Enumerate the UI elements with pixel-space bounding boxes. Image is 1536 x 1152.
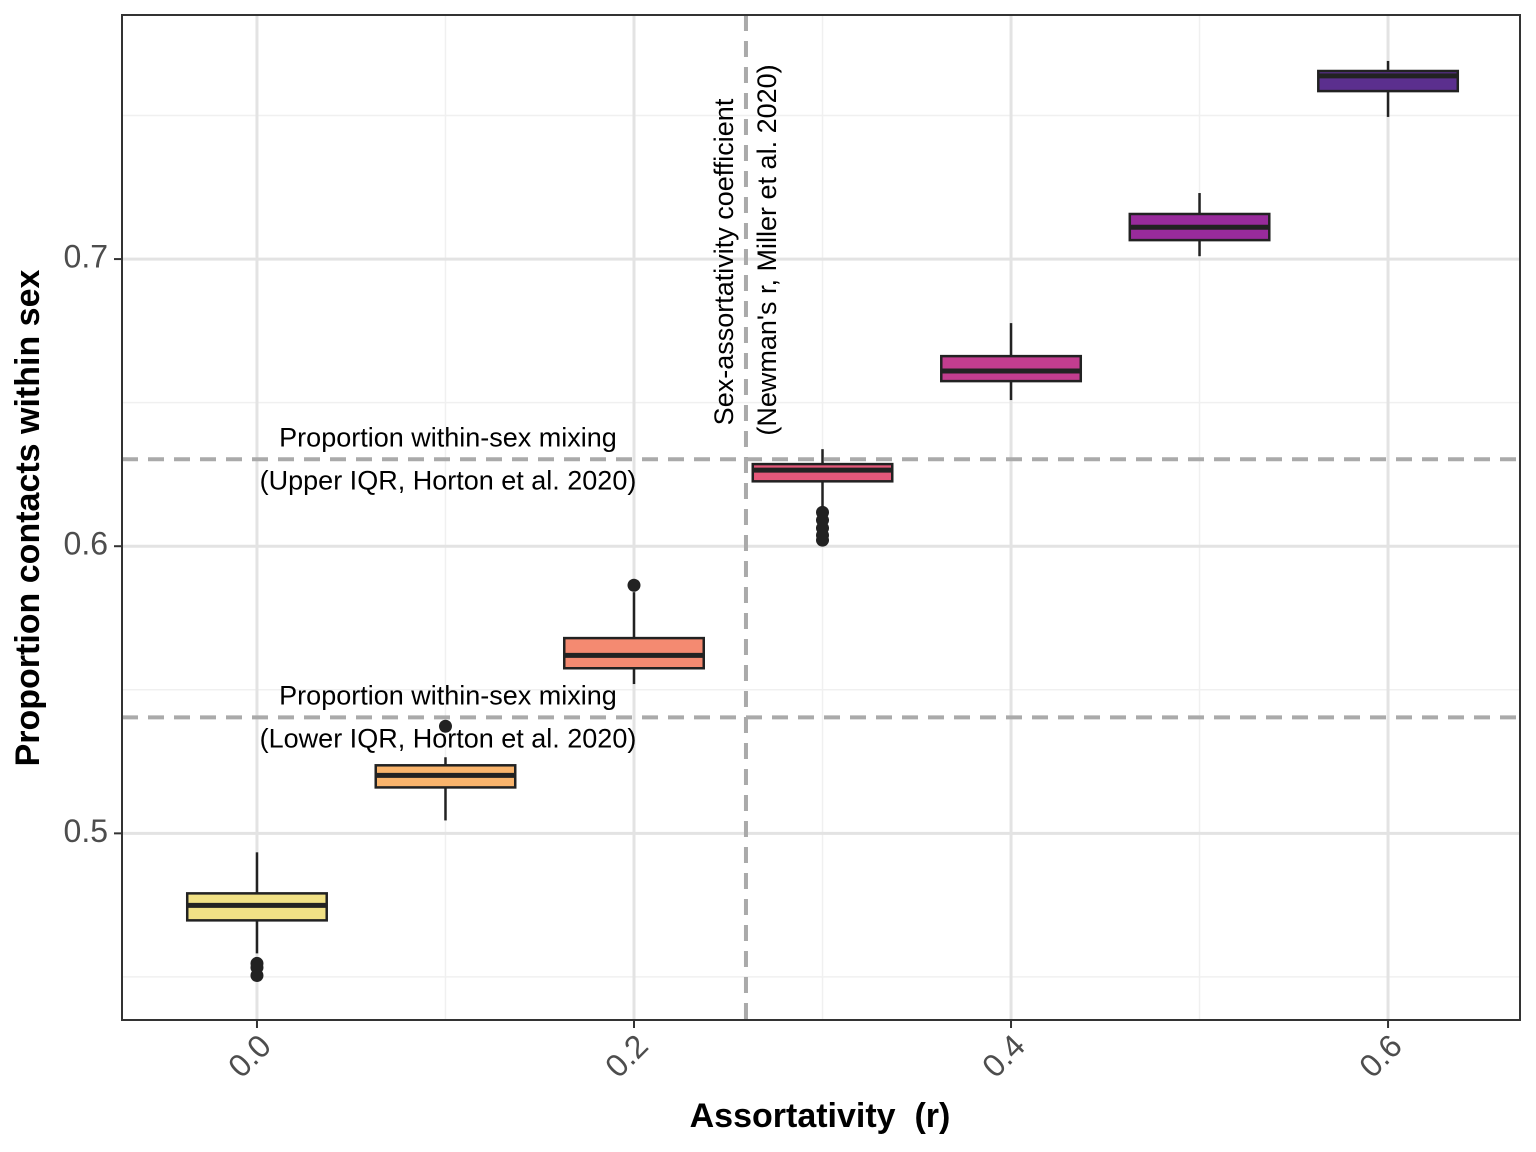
annotation: (Newman's r, Miller et al. 2020) [752,64,782,435]
y-tick-label: 0.6 [64,526,108,562]
box [751,462,894,483]
annotation: Proportion within-sex mixing [279,422,617,452]
outlier [250,968,264,982]
y-axis-title: Proportion contacts within sex [9,269,47,766]
x-axis-title: Assortativity (r) [690,1097,951,1135]
outlier [627,578,641,592]
annotation: Sex-assortativity coefficient [709,98,739,425]
plot-border [121,14,1521,1021]
outlier [438,719,452,733]
y-tick-label: 0.7 [64,239,108,275]
y-tick-label: 0.5 [64,813,108,849]
annotation: Proportion within-sex mixing [279,680,617,710]
outlier [816,533,830,547]
annotation: (Lower IQR, Horton et al. 2020) [260,723,637,753]
annotation: (Upper IQR, Horton et al. 2020) [260,465,637,495]
